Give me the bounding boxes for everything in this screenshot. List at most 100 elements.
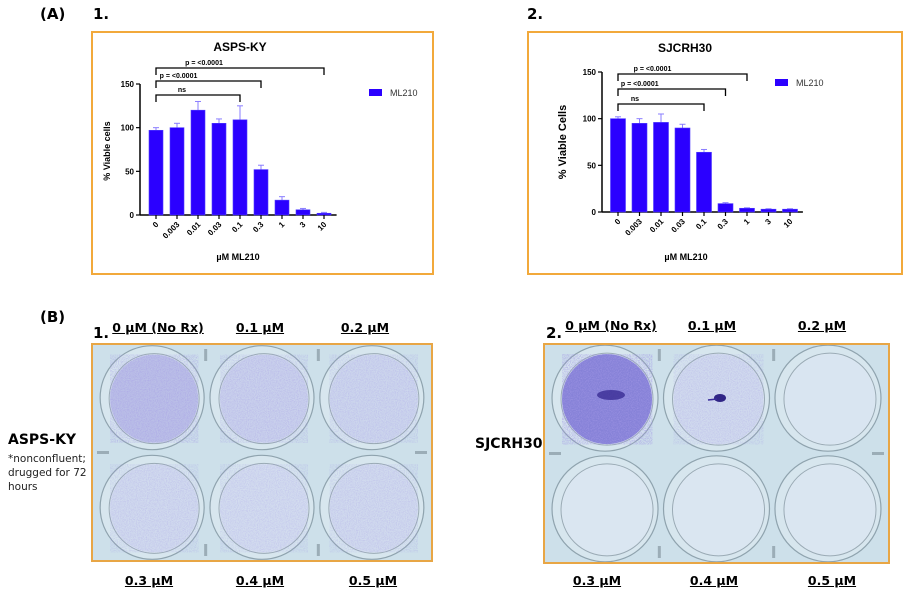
plate-mark (204, 349, 208, 361)
well-inner (672, 463, 765, 557)
cell-line-label-b2: SJCRH30 (475, 436, 543, 452)
well-label-b1-top-3: 0.2 µM (340, 320, 390, 335)
panel-a2-number: 2. (527, 5, 544, 23)
well-stain-texture (110, 354, 199, 443)
plate-mark (872, 452, 884, 455)
bar-3 (760, 208, 777, 213)
well-plate-b2 (543, 343, 890, 564)
well-label-b2-bottom-3: 0.5 µM (807, 573, 857, 588)
well-label-b1-top-1: 0 µM (No Rx) (112, 320, 204, 335)
significance-label: p = <0.0001 (634, 66, 672, 73)
well-0.2 µM (319, 345, 425, 451)
x-tick-label: 0.03 (206, 220, 224, 238)
bar-0.1 (696, 151, 712, 213)
legend-label: ML210 (796, 78, 824, 88)
plate-mark (772, 546, 776, 558)
significance-label: ns (178, 87, 186, 94)
x-tick-label: 0.03 (670, 217, 688, 235)
well-label-b2-bottom-2: 0.4 µM (689, 573, 739, 588)
significance-bracket (617, 103, 705, 111)
plate-mark (316, 544, 320, 556)
bar-10 (782, 208, 798, 213)
legend-swatch (775, 79, 788, 86)
significance-bracket (155, 80, 262, 88)
plate-mark (657, 349, 661, 361)
x-tick-label: 1 (277, 220, 287, 230)
y-tick-label: 50 (125, 167, 134, 176)
well-stain (785, 465, 875, 555)
significance-label: ns (631, 96, 639, 103)
plate-b1-note: *nonconfluent; drugged for 72 hours (8, 452, 87, 494)
plate-b1-image (93, 345, 431, 560)
plate-b2-image (545, 345, 888, 562)
well-stain-texture (329, 354, 418, 443)
x-tick-label: 0.3 (716, 217, 731, 232)
y-tick-label: 100 (583, 115, 597, 124)
bar-0.01 (190, 109, 206, 216)
well-0.4 µM (209, 454, 315, 560)
colony-cluster (597, 390, 625, 400)
y-tick-label: 150 (121, 80, 135, 89)
well-0.5 µM (319, 454, 425, 560)
bar-0 (148, 129, 164, 216)
well-stain-texture (329, 464, 418, 553)
bar-1 (739, 207, 755, 213)
significance-bracket (617, 88, 727, 96)
chart-title: SJCRH30 (658, 41, 712, 55)
well-stain (674, 465, 764, 555)
colony-trail (707, 398, 718, 401)
well-label-b1-bottom-2: 0.4 µM (235, 573, 285, 588)
significance-bracket (155, 67, 325, 75)
note-line: drugged for 72 (8, 467, 87, 479)
x-tick-label: 0.01 (648, 217, 666, 235)
panel-a1-number: 1. (93, 5, 110, 23)
well-label-b2-top-1: 0 µM (No Rx) (565, 318, 657, 333)
well-stain (785, 354, 875, 444)
y-tick-label: 150 (583, 68, 597, 77)
cell-line-label-b1: ASPS-KY (8, 432, 77, 448)
panel-b1-number: 1. (93, 324, 110, 342)
well-label-b2-top-3: 0.2 µM (797, 318, 847, 333)
x-tick-label: 10 (316, 220, 329, 233)
panel-b2-number: 2. (546, 324, 563, 342)
plate-mark (316, 349, 320, 361)
x-axis-label: µM ML210 (216, 252, 259, 262)
well-0.5 µM (774, 455, 882, 562)
well-0 µM (No Rx) (99, 345, 205, 451)
x-tick-label: 0 (613, 217, 623, 227)
bar-0.003 (169, 127, 185, 216)
bar-0.03 (674, 127, 691, 213)
legend-swatch (369, 89, 382, 96)
well-label-b1-bottom-1: 0.3 µM (124, 573, 174, 588)
significance-label: p = <0.0001 (621, 81, 659, 88)
well-inner (560, 463, 654, 557)
well-inner (783, 352, 877, 446)
bar-3 (295, 209, 311, 216)
significance-bracket (617, 73, 748, 81)
colony-spot (714, 394, 726, 402)
x-tick-label: 0.1 (230, 220, 245, 235)
x-tick-label: 1 (742, 217, 752, 227)
well-label-b1-bottom-3: 0.5 µM (348, 573, 398, 588)
y-tick-label: 0 (130, 211, 135, 220)
significance-label: p = <0.0001 (160, 73, 198, 80)
legend-label: ML210 (390, 88, 418, 98)
bar-0.3 (253, 169, 269, 216)
x-tick-label: 0.01 (185, 220, 203, 238)
well-stain (562, 465, 652, 555)
plate-mark (415, 451, 427, 454)
bar-0.01 (653, 122, 669, 213)
well-stain-texture (220, 354, 308, 443)
well-inner (783, 463, 877, 557)
well-label-b1-top-2: 0.1 µM (235, 320, 285, 335)
plate-mark (204, 544, 208, 556)
x-tick-label: 0.003 (161, 220, 182, 241)
chart-title: ASPS-KY (213, 40, 266, 54)
well-label-b2-bottom-1: 0.3 µM (572, 573, 622, 588)
x-tick-label: 0.003 (623, 217, 644, 238)
significance-label: p = <0.0001 (185, 60, 223, 67)
bar-0.1 (232, 119, 248, 216)
bar-0.03 (211, 123, 227, 216)
bar-0.3 (717, 203, 734, 213)
